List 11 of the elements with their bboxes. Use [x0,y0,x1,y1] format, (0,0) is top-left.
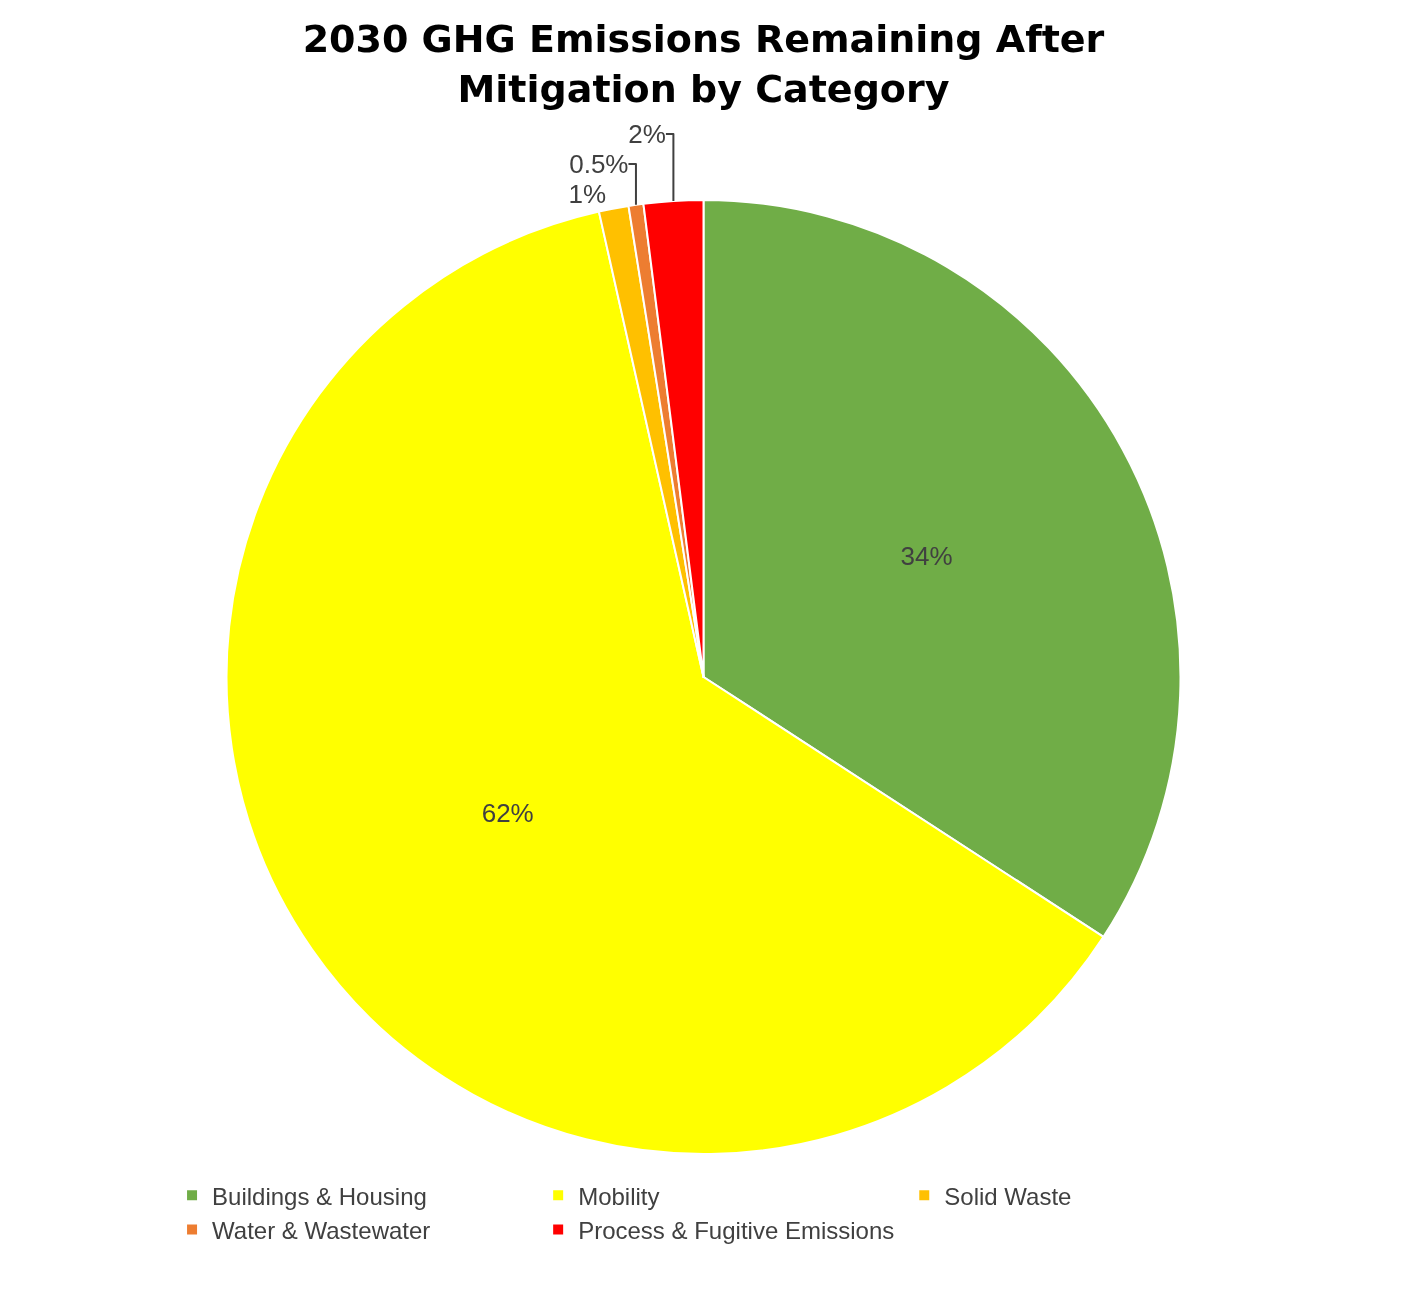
data-label: 34% [900,540,953,571]
legend-label: Process & Fugitive Emissions [578,1216,895,1244]
legend-label: Solid Waste [944,1182,1072,1210]
data-label: 1% [568,179,607,210]
legend-label: Water & Wastewater [212,1216,431,1244]
legend-label: Mobility [578,1182,660,1210]
legend-label: Buildings & Housing [212,1182,427,1210]
chart-title: 2030 GHG Emissions Remaining After Mitigation by Category [302,17,1105,111]
data-label: 0.5% [569,149,629,180]
data-label: 2% [628,119,666,150]
data-label: 62% [481,798,534,829]
